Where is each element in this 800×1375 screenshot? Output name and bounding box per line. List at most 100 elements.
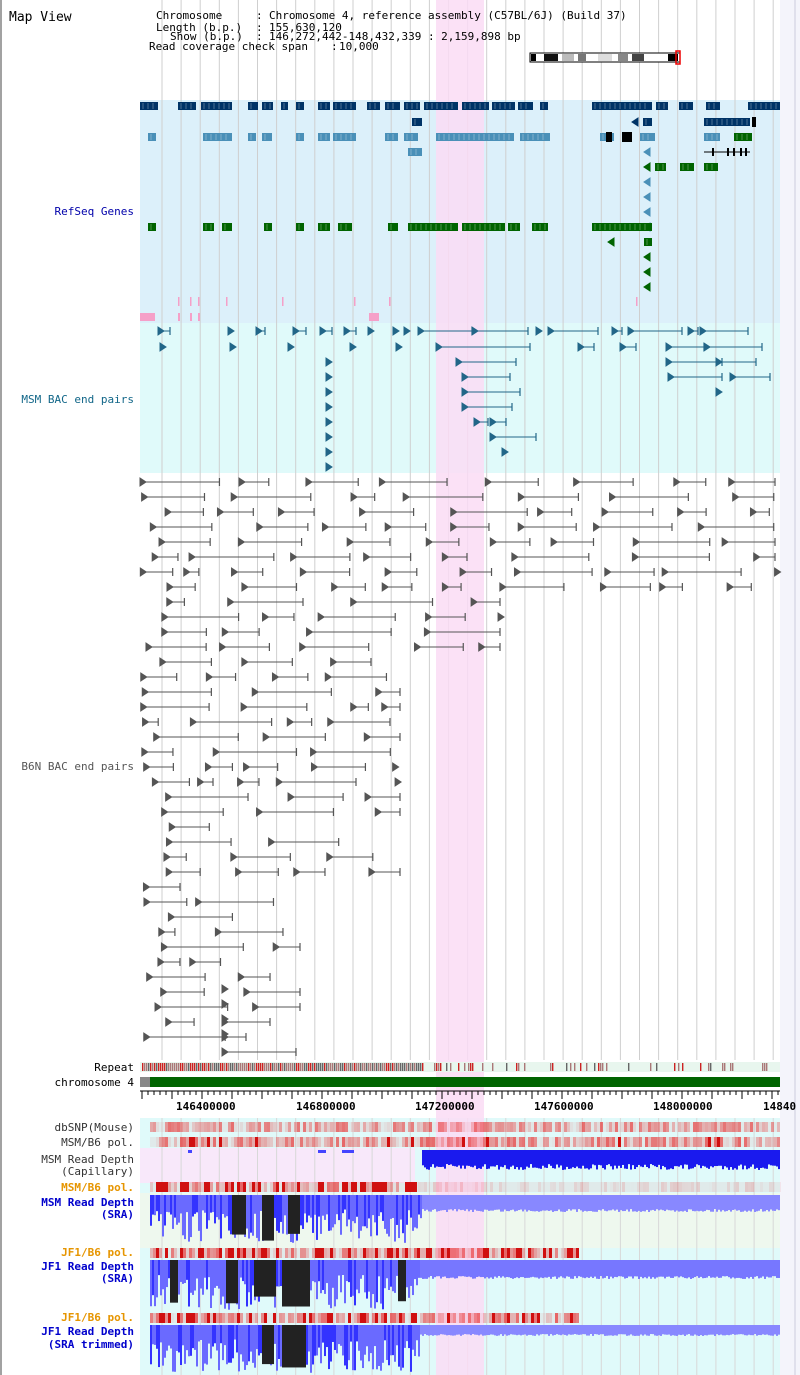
dbsnp-heat [735, 1122, 738, 1132]
bac-end-marker [139, 567, 148, 577]
msm-pol-heat [705, 1137, 708, 1147]
msm-pol2-heat [526, 1182, 529, 1192]
jf1-pol2-heat [288, 1313, 291, 1323]
jf1-pol-heat [534, 1248, 537, 1258]
jf1-sra-depth [616, 1260, 618, 1278]
msm-sra-depth [394, 1195, 396, 1242]
jf1-pol-heat [252, 1248, 255, 1258]
jf1-trim-depth [248, 1325, 250, 1362]
msm-cap-depth [626, 1150, 628, 1169]
jf1-trim-depth [662, 1325, 664, 1335]
msm-pol2-heat [586, 1182, 589, 1192]
msm-sra-depth [368, 1195, 370, 1219]
msm-pol-heat [429, 1137, 432, 1147]
msm-sra-depth [380, 1195, 382, 1213]
repeat-mark [240, 1063, 242, 1071]
msm-pol2-heat [547, 1182, 550, 1192]
dbsnp-heat [570, 1122, 573, 1132]
bac-end-marker [214, 927, 223, 937]
msm-cap-depth [500, 1150, 502, 1167]
msm-sra-depth [752, 1195, 754, 1210]
refseq-genes-label[interactable]: RefSeq Genes [54, 205, 134, 218]
jf1-sra-depth [336, 1260, 338, 1300]
refseq-black-exon [745, 148, 747, 156]
msm-pol-heat [282, 1137, 285, 1147]
jf1-trim-depth [518, 1325, 520, 1335]
jf1-trim-depth [452, 1325, 454, 1336]
jf1-sra-depth [482, 1260, 484, 1278]
jf1-sra-depth [364, 1260, 366, 1293]
dbsnp-heat [699, 1122, 702, 1132]
msm-pol-heat [489, 1137, 492, 1147]
msm-cap-depth [492, 1150, 494, 1167]
msm-sra-depth [778, 1195, 780, 1211]
bac-end-marker [255, 326, 263, 336]
msm-pol2-heat [637, 1182, 640, 1192]
msm-sra-depth [626, 1195, 628, 1210]
refseq-black-exon [727, 148, 729, 156]
bac-end-marker [425, 537, 434, 547]
dbsnp-heat [180, 1122, 183, 1132]
jf1-trim-depth [646, 1325, 648, 1336]
msm-cap-depth [188, 1150, 192, 1153]
jf1-trim-depth [742, 1325, 744, 1335]
msm-pol-heat [228, 1137, 231, 1147]
jf1-sra-depth [250, 1260, 252, 1305]
ideogram-band [531, 54, 536, 61]
repeat-mark [482, 1063, 484, 1071]
jf1-sra-depth [180, 1260, 182, 1282]
msm-cap-depth [616, 1150, 618, 1169]
refseq-gene-green [462, 223, 505, 231]
jf1-pol2-heat [174, 1313, 177, 1323]
jf1-pol2-heat [459, 1313, 462, 1323]
dbsnp-heat [378, 1122, 381, 1132]
msm-cap-depth [568, 1150, 570, 1169]
dbsnp-heat [777, 1122, 780, 1132]
jf1-trim-depth [670, 1325, 672, 1336]
bac-end-marker [392, 326, 400, 336]
jf1-trim-depth [242, 1325, 244, 1362]
jf1-pol-heat [471, 1248, 474, 1258]
msm-cap-depth [694, 1150, 696, 1167]
msm-cap-depth [628, 1150, 630, 1165]
bac-end-marker [153, 732, 161, 742]
msm-pol2-heat [544, 1182, 547, 1192]
jf1-pol-heat [303, 1248, 306, 1258]
repeat-mark [342, 1063, 344, 1071]
refseq-gene-mid [520, 133, 550, 141]
msm-sra-depth [364, 1195, 366, 1227]
msm-pol2-heat [502, 1182, 505, 1192]
msm-pol-heat [435, 1137, 438, 1147]
jf1-sra-depth [470, 1260, 472, 1278]
repeat-mark [368, 1063, 370, 1071]
msm-sra-depth [644, 1195, 646, 1212]
bac-end-marker [235, 867, 243, 877]
msm-bac-label[interactable]: MSM BAC end pairs [21, 393, 134, 406]
dbsnp-heat [414, 1122, 417, 1132]
jf1-trim-depth [660, 1325, 662, 1336]
msm-pol-heat [207, 1137, 210, 1147]
repeat-mark [388, 1063, 390, 1071]
msm-cap-depth [562, 1150, 564, 1170]
bac-end-marker [470, 597, 479, 607]
dbsnp-heat [393, 1122, 396, 1132]
msm-pol-heat [639, 1137, 642, 1147]
refseq-gene-green [734, 133, 752, 141]
dbsnp-heat [519, 1122, 522, 1132]
jf1-sra-depth [192, 1260, 194, 1295]
repeat-mark [422, 1063, 424, 1071]
bac-end-marker [149, 522, 158, 532]
jf1-pol2-heat [396, 1313, 399, 1323]
repeat-mark [332, 1063, 334, 1071]
bac-end-marker [450, 507, 458, 517]
jf1-sra-depth [640, 1260, 642, 1277]
jf1-trim-depth [164, 1325, 166, 1358]
msm-pol-heat [225, 1137, 228, 1147]
repeat-mark [674, 1063, 676, 1071]
dbsnp-heat [300, 1122, 303, 1132]
jf1-trim-depth [490, 1325, 492, 1335]
jf1-trim-depth [486, 1325, 488, 1336]
msm-pol-heat [201, 1137, 204, 1147]
b6n-bac-label[interactable]: B6N BAC end pairs [21, 760, 134, 773]
